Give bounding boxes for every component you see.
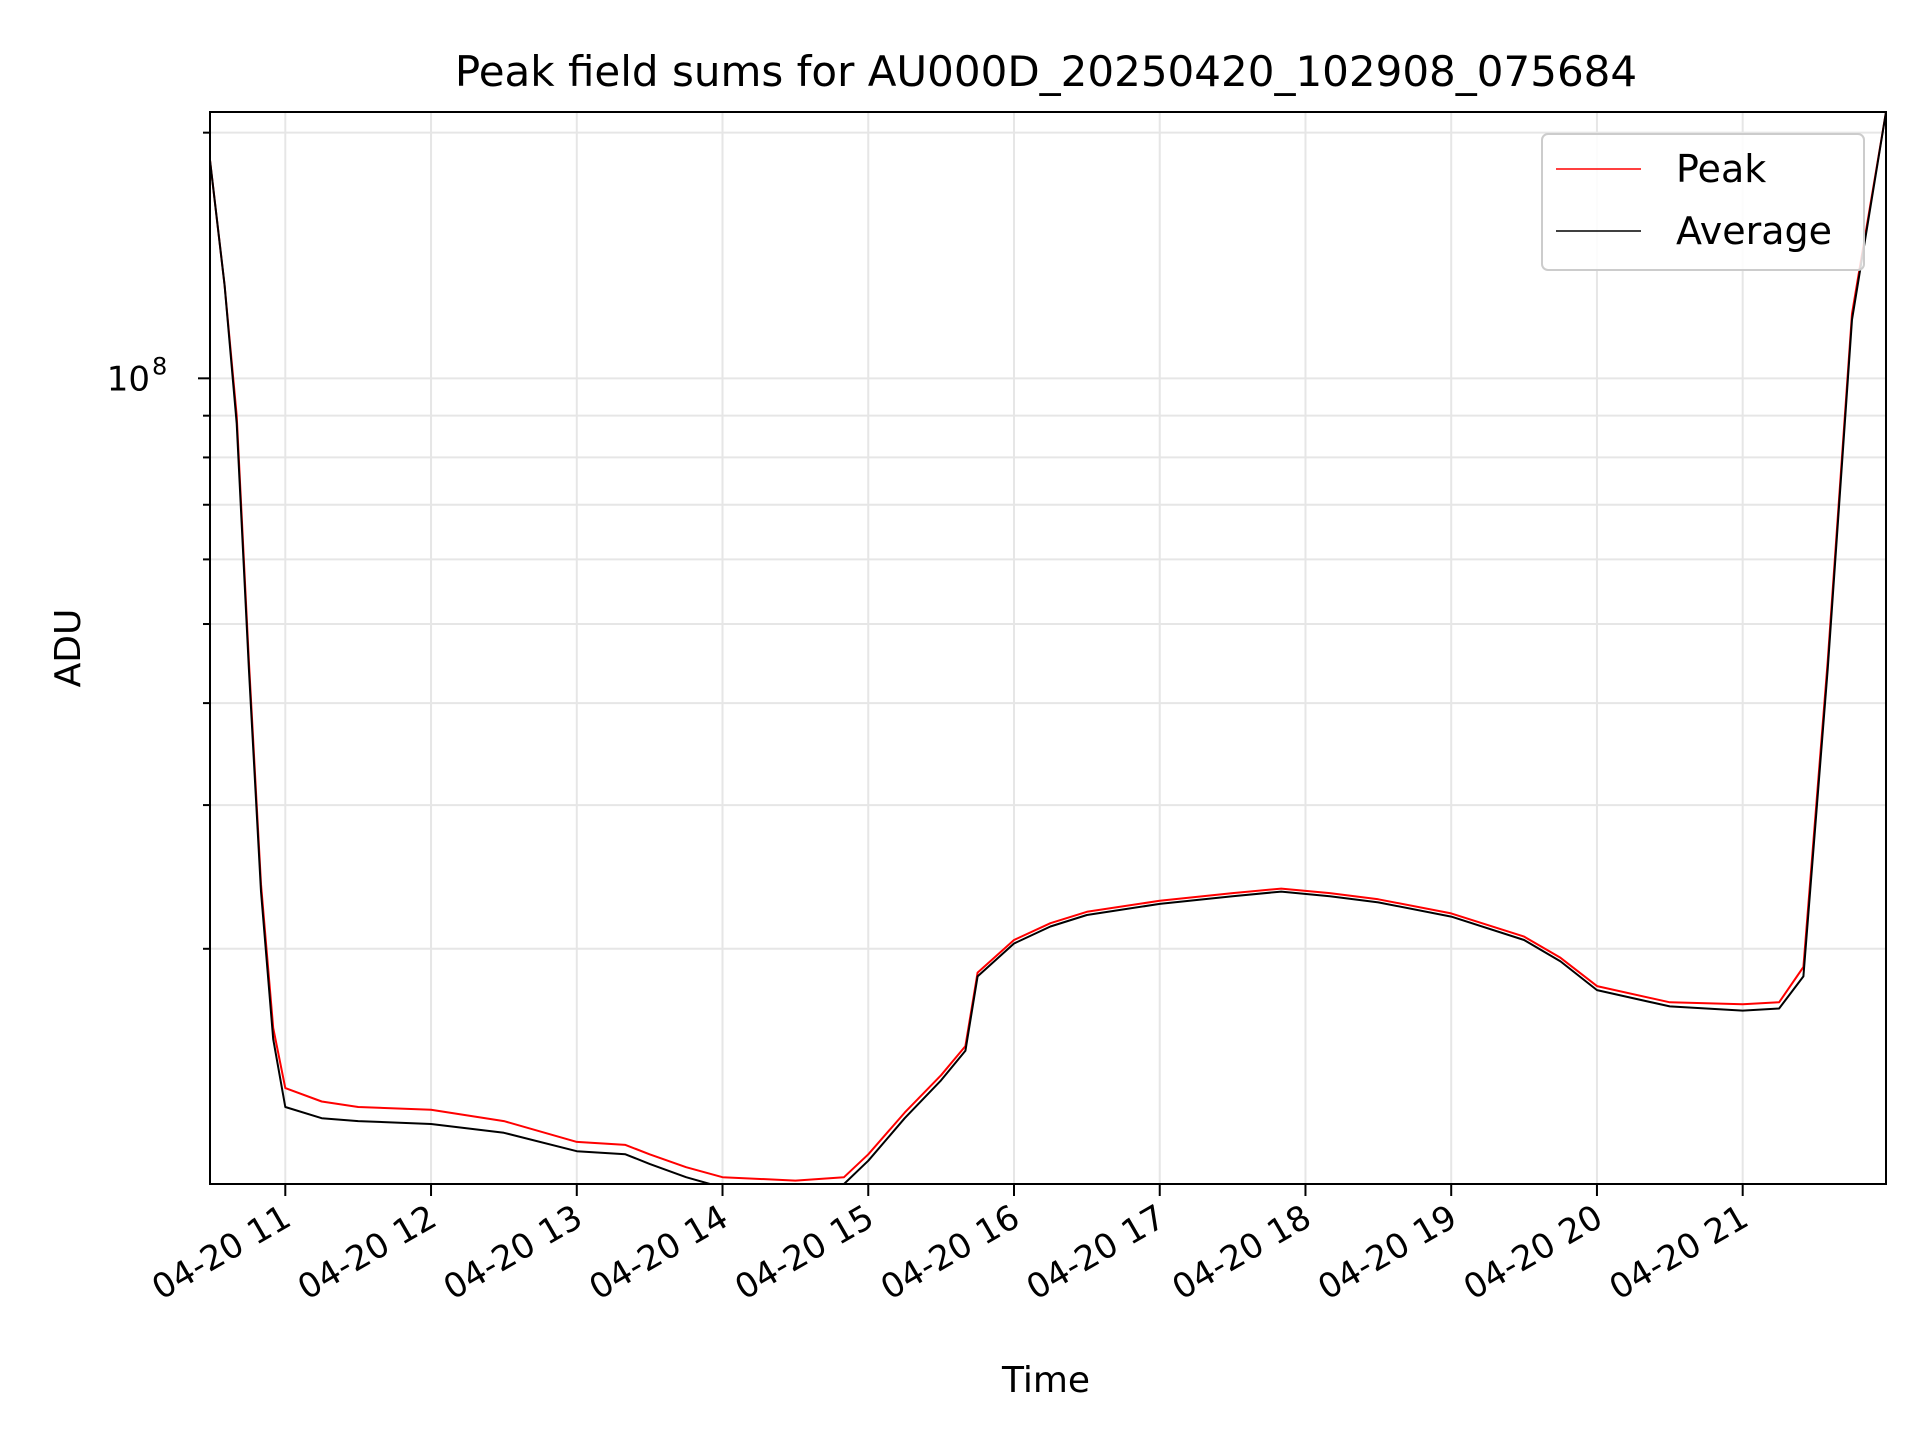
grid <box>210 112 1886 1184</box>
x-axis-label: Time <box>1001 1360 1090 1401</box>
series-line-average <box>210 112 1886 1184</box>
series-line-peak <box>210 112 1886 1182</box>
legend-label-peak: Peak <box>1676 147 1766 191</box>
series-area <box>210 112 1886 1184</box>
legend: Peak Average <box>1541 133 1865 271</box>
chart-title: Peak field sums for AU000D_20250420_1029… <box>455 47 1637 96</box>
y-tick-label-base: 10 <box>107 359 150 399</box>
y-axis-label: ADU <box>48 609 89 688</box>
plot-frame <box>209 111 1887 1185</box>
legend-label-average: Average <box>1676 209 1832 253</box>
y-axis: 10 8 <box>107 131 210 950</box>
y-tick-label-exponent: 8 <box>152 352 167 380</box>
legend-box <box>1541 133 1865 271</box>
